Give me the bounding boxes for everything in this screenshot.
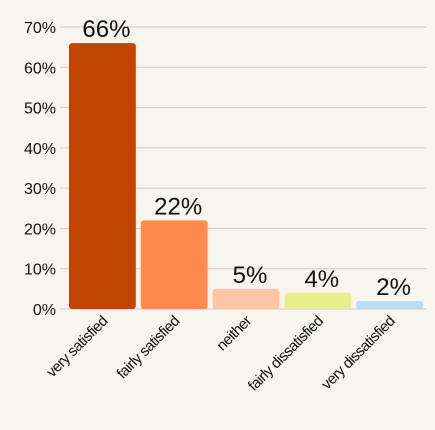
y-tick-label: 40%: [24, 141, 56, 158]
y-tick-label: 70%: [24, 20, 56, 37]
y-tick-label: 60%: [24, 60, 56, 77]
x-tick-label: very dissatisfied: [318, 313, 398, 393]
bar: [213, 289, 280, 309]
x-tick-label: very satisfied: [43, 313, 111, 381]
bar: [356, 301, 423, 309]
data-label: 22%: [154, 193, 202, 220]
x-axis-ticks: very satisfied fairly satisfied neitherfai…: [43, 312, 398, 394]
bar: [284, 293, 351, 309]
x-tick-label: fairly dissatisfied: [245, 313, 327, 395]
bar: [141, 220, 208, 309]
y-tick-label: 30%: [24, 181, 56, 198]
data-label: 4%: [304, 266, 339, 293]
bar: [69, 43, 136, 309]
x-tick-label: neither: [213, 312, 255, 354]
y-tick-label: 0%: [33, 302, 56, 319]
data-label: 5%: [233, 262, 268, 289]
x-tick-label: fairly satisfied: [114, 313, 184, 383]
y-tick-label: 10%: [24, 262, 56, 279]
data-label: 66%: [82, 16, 130, 43]
y-tick-label: 20%: [24, 221, 56, 238]
y-axis-ticks: 0% 10% 20% 30% 40% 50% 60% 70%: [24, 20, 56, 319]
y-tick-label: 50%: [24, 101, 56, 118]
data-label: 2%: [376, 274, 411, 301]
